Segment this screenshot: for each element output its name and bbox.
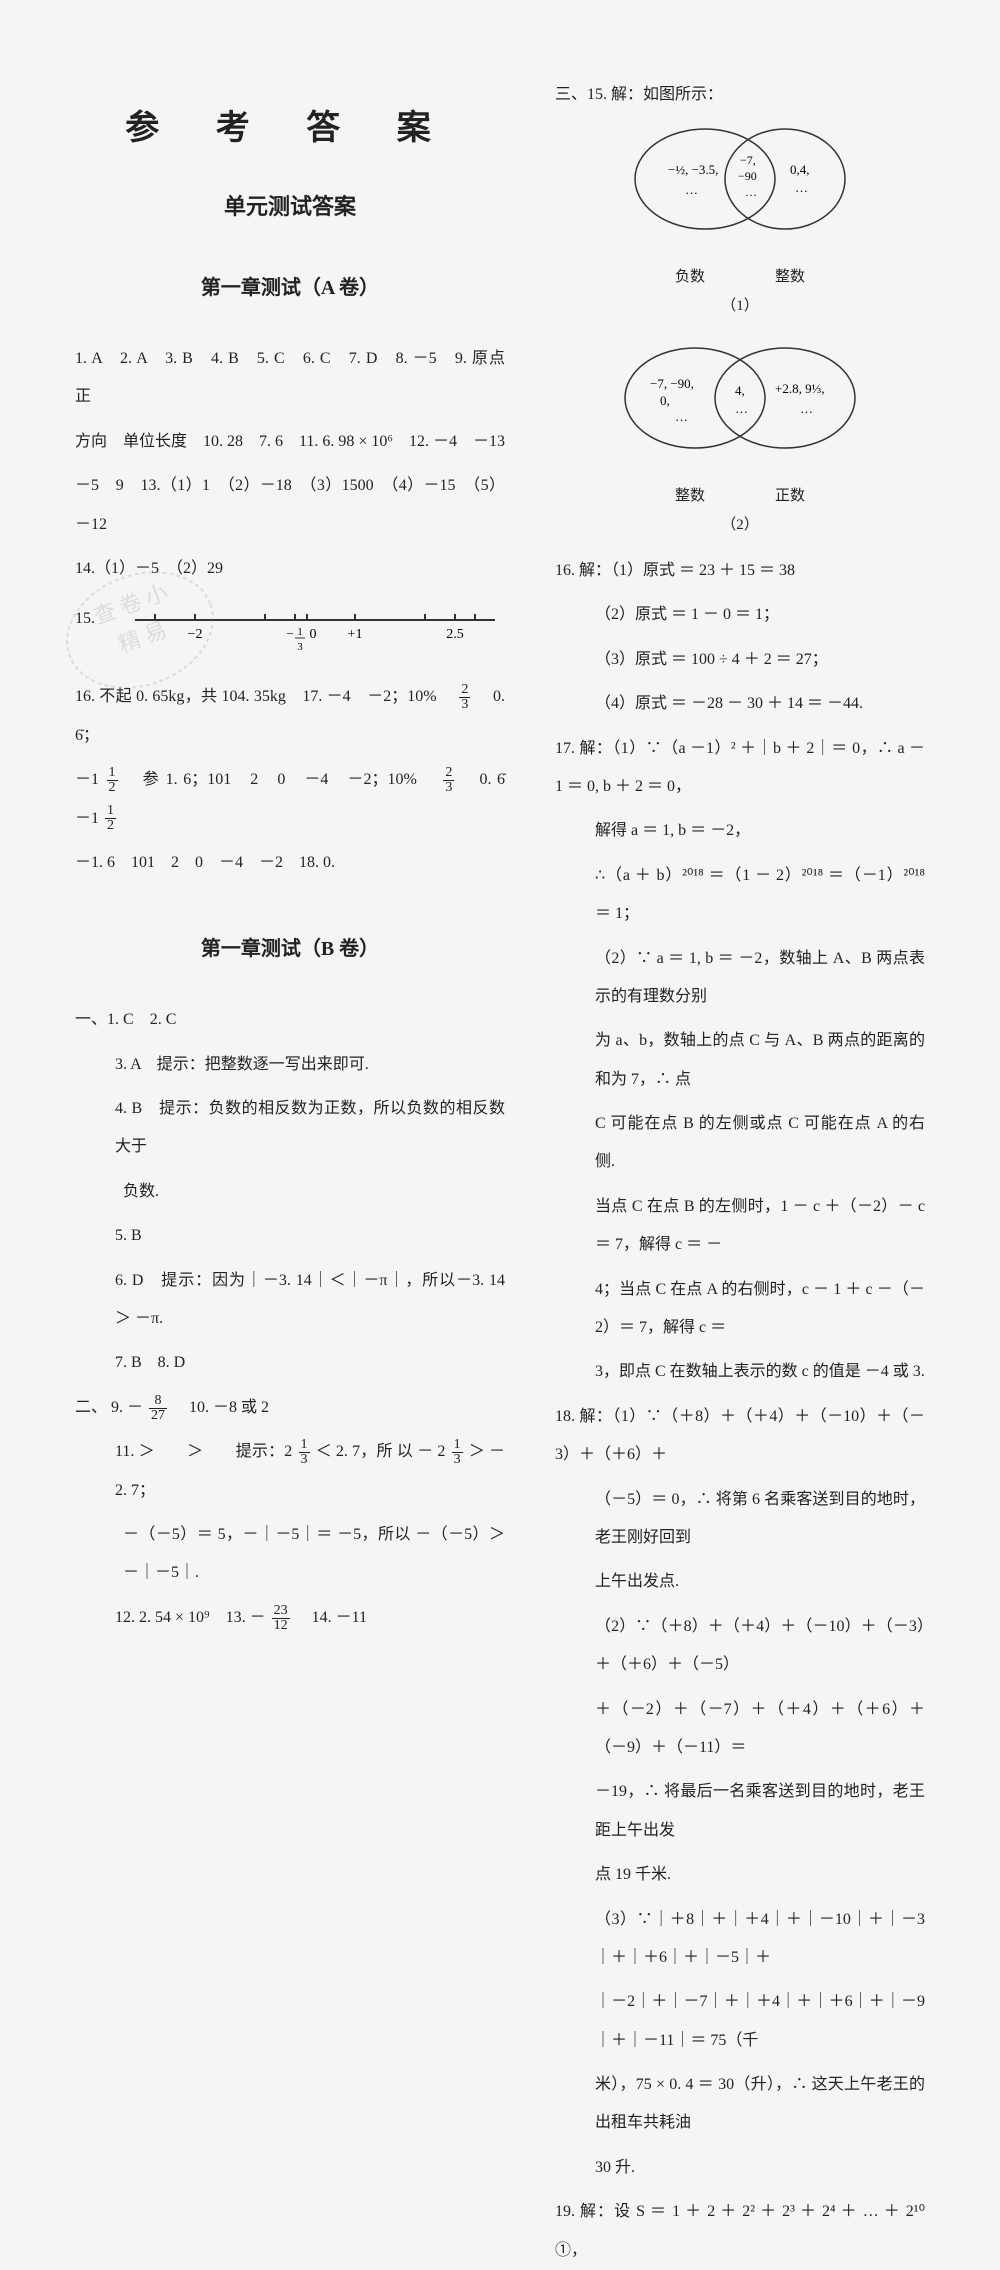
q18-5: ＋（－2）＋（－7）＋（＋4）＋（＋6）＋（－9）＋（－11）＝: [555, 1691, 925, 1768]
q17-8: 4；当点 C 在点 A 的右侧时，c － 1 ＋ c －（－2）＝ 7，解得 c…: [555, 1271, 925, 1348]
ch1a-title: 第一章测试（A 卷）: [75, 271, 505, 300]
q18-9: ｜－2｜＋｜－7｜＋｜＋4｜＋｜＋6｜＋｜－9｜＋｜－11｜＝ 75（千: [555, 1983, 925, 2060]
ch1b-q6: 6. D 提示：因为｜－3. 14｜＜｜－π｜，所以－3. 14 ＞ －π.: [75, 1262, 505, 1339]
q18-3: 上午出发点.: [555, 1563, 925, 1601]
venn-diagram-2: −7, −90, 0, … 4, … +2.8, 9⅓, … 整数 正数: [555, 333, 925, 505]
main-title: 参 考 答 案: [75, 100, 505, 149]
top-note: 三、15. 解：如图所示：: [555, 80, 925, 104]
q17-6: C 可能在点 B 的左侧或点 C 可能在点 A 的右侧.: [555, 1105, 925, 1182]
q17-7: 当点 C 在点 B 的左侧时，1 － c ＋（－2）－ c ＝ 7，解得 c ＝…: [555, 1188, 925, 1265]
q16-3: （3）原式 ＝ 100 ÷ 4 ＋ 2 ＝ 27；: [555, 641, 925, 679]
ch1a-l6: 16. 不起 0. 65kg，共 104. 35kg 17. －4 －2；10%…: [75, 678, 505, 755]
q19: 19. 解：设 S ＝ 1 ＋ 2 ＋ 2² ＋ 2³ ＋ 2⁴ ＋ … ＋ 2…: [555, 2193, 925, 2270]
svg-text:+1: +1: [348, 627, 363, 642]
q17-3: ∴（a ＋ b）²⁰¹⁸ ＝（1 － 2）²⁰¹⁸ ＝（－1）²⁰¹⁸ ＝ 1；: [555, 857, 925, 934]
q17-5: 为 a、b，数轴上的点 C 与 A、B 两点的距离的和为 7，∴ 点: [555, 1022, 925, 1099]
svg-text:3: 3: [297, 641, 303, 653]
q18-4: （2）∵（＋8）＋（＋4）＋（－10）＋（－3）＋（＋6）＋（－5）: [555, 1608, 925, 1685]
svg-text:−90: −90: [738, 169, 757, 183]
ch1a-l4: 14.（1）－5 （2）29: [75, 550, 505, 588]
svg-text:…: …: [745, 185, 757, 199]
venn2-right-label: 正数: [775, 484, 805, 505]
q18-6: －19，∴ 将最后一名乘客送到目的地时，老王距上午出发: [555, 1773, 925, 1850]
ch1b-q11d: －（－5）＝ 5，－｜－5｜＝ －5，所以 －（－5）＞ －｜－5｜.: [75, 1516, 505, 1593]
q18-8: （3）∵｜＋8｜＋｜＋4｜＋｜－10｜＋｜－3｜＋｜＋6｜＋｜－5｜＋: [555, 1901, 925, 1978]
numline-label: 15.: [75, 600, 95, 638]
ch1b-q5: 5. B: [75, 1217, 505, 1255]
ch1b-sec1: 一、1. C 2. C: [75, 1001, 505, 1039]
svg-text:−7,: −7,: [740, 153, 756, 167]
q16-4: （4）原式 ＝ －28 － 30 ＋ 14 ＝ －44.: [555, 685, 925, 723]
right-body: 16. 解：（1）原式 ＝ 23 ＋ 15 ＝ 38 （2）原式 ＝ 1 － 0…: [555, 552, 925, 2270]
svg-text:−½, −3.5,: −½, −3.5,: [668, 162, 718, 177]
svg-text:…: …: [685, 182, 698, 197]
ch1b-q4b: 负数.: [75, 1173, 505, 1211]
sub-title: 单元测试答案: [75, 189, 505, 221]
ch1a-l7: －1 12 参 1. 6；101 2 0 －4 －2；10% 23 0. 6̇ …: [75, 761, 505, 838]
q16-2: （2）原式 ＝ 1 － 0 ＝ 1；: [555, 596, 925, 634]
ch1a-l2: 方向 单位长度 10. 28 7. 6 11. 6. 98 × 10⁶ 12. …: [75, 423, 505, 461]
ch1b-title: 第一章测试（B 卷）: [75, 932, 505, 961]
ch1b-q3: 3. A 提示：把整数逐一写出来即可.: [75, 1046, 505, 1084]
svg-text:+2.8, 9⅓,: +2.8, 9⅓,: [775, 381, 825, 396]
svg-text:0,: 0,: [660, 393, 670, 408]
q18-7: 点 19 千米.: [555, 1856, 925, 1894]
q16-1: 16. 解：（1）原式 ＝ 23 ＋ 15 ＝ 38: [555, 552, 925, 590]
q18-11: 30 升.: [555, 2149, 925, 2187]
svg-text:1: 1: [297, 626, 303, 638]
svg-text:…: …: [800, 401, 813, 416]
q17-4: （2）∵ a ＝ 1, b ＝ －2，数轴上 A、B 两点表示的有理数分别: [555, 940, 925, 1017]
q17-1: 17. 解：（1）∵（a －1）² ＋｜b ＋ 2｜＝ 0，∴ a － 1 ＝ …: [555, 730, 925, 807]
ch1b-body: 一、1. C 2. C 3. A 提示：把整数逐一写出来即可. 4. B 提示：…: [75, 1001, 505, 1637]
ch1b-q7-8: 7. B 8. D: [75, 1344, 505, 1382]
svg-text:0: 0: [310, 627, 317, 642]
venn1-left-label: 负数: [675, 265, 705, 286]
svg-text:0,4,: 0,4,: [790, 162, 810, 177]
venn2-caption: （2）: [555, 513, 925, 534]
number-line: −2 − 1 3 0 +1 2.5: [95, 608, 505, 654]
ch1b-q12-14: 12. 2. 54 × 10⁹ 13. － 2312 14. －11: [75, 1599, 505, 1637]
svg-text:…: …: [675, 409, 688, 424]
venn1-right-label: 整数: [775, 265, 805, 286]
ch1b-q11a: 11. ＞ ＞ 提示：2 13 ＜ 2. 7，所 以 － 2 13 ＞ － 2.…: [75, 1433, 505, 1510]
svg-text:−2: −2: [188, 627, 203, 642]
svg-text:−: −: [286, 626, 293, 641]
q18-2: （－5）＝ 0，∴ 将第 6 名乘客送到目的地时，老王刚好回到: [555, 1481, 925, 1558]
ch1b-sec2: 二、 9. － 827 10. －8 或 2: [75, 1389, 505, 1427]
right-column: 三、15. 解：如图所示： −½, −3.5, … −7, −90 … 0,4,…: [530, 80, 940, 1409]
ch1a-l3: －5 9 13.（1）1 （2）－18 （3）1500 （4）－15 （5）－1…: [75, 467, 505, 544]
left-column: 参 考 答 案 单元测试答案 第一章测试（A 卷） 1. A 2. A 3. B…: [60, 80, 530, 1409]
svg-text:−7, −90,: −7, −90,: [650, 376, 694, 391]
q17-2: 解得 a ＝ 1, b ＝ －2，: [555, 812, 925, 850]
venn2-left-label: 整数: [675, 484, 705, 505]
svg-text:…: …: [795, 180, 808, 195]
svg-text:2.5: 2.5: [446, 627, 464, 642]
q17-9: 3，即点 C 在数轴上表示的数 c 的值是 －4 或 3.: [555, 1353, 925, 1391]
ch1a-l1: 1. A 2. A 3. B 4. B 5. C 6. C 7. D 8. －5…: [75, 340, 505, 417]
venn1-caption: （1）: [555, 294, 925, 315]
venn-diagram-1: −½, −3.5, … −7, −90 … 0,4, … 负数 整数: [555, 114, 925, 286]
ch1b-q4a: 4. B 提示：负数的相反数为正数，所以负数的相反数大于: [75, 1090, 505, 1167]
svg-text:…: …: [735, 401, 748, 416]
ch1a-l8: －1. 6 101 2 0 －4 －2 18. 0.: [75, 844, 505, 882]
q18-10: 米），75 × 0. 4 ＝ 30（升），∴ 这天上午老王的出租车共耗油: [555, 2066, 925, 2143]
q18-1: 18. 解：（1）∵（＋8）＋（＋4）＋（－10）＋（－3）＋（＋6）＋: [555, 1398, 925, 1475]
svg-text:4,: 4,: [735, 383, 745, 398]
ch1a-body: 1. A 2. A 3. B 4. B 5. C 6. C 7. D 8. －5…: [75, 340, 505, 882]
